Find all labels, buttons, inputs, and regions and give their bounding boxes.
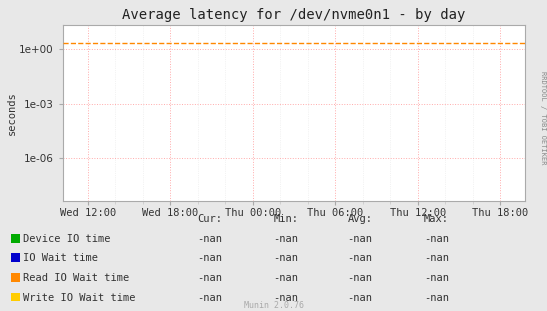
Text: Munin 2.0.76: Munin 2.0.76 — [243, 301, 304, 310]
Text: -nan: -nan — [424, 293, 449, 303]
Y-axis label: seconds: seconds — [7, 91, 16, 135]
Text: Cur:: Cur: — [197, 214, 222, 224]
Text: -nan: -nan — [197, 253, 222, 263]
Text: IO Wait time: IO Wait time — [23, 253, 98, 263]
Text: -nan: -nan — [197, 273, 222, 283]
Title: Average latency for /dev/nvme0n1 - by day: Average latency for /dev/nvme0n1 - by da… — [123, 8, 465, 22]
Text: -nan: -nan — [274, 273, 299, 283]
Text: -nan: -nan — [347, 293, 373, 303]
Text: -nan: -nan — [424, 253, 449, 263]
Text: Read IO Wait time: Read IO Wait time — [23, 273, 129, 283]
Text: -nan: -nan — [347, 253, 373, 263]
Text: Min:: Min: — [274, 214, 299, 224]
Text: Max:: Max: — [424, 214, 449, 224]
Text: -nan: -nan — [197, 234, 222, 244]
Text: Write IO Wait time: Write IO Wait time — [23, 293, 136, 303]
Text: -nan: -nan — [347, 234, 373, 244]
Text: RRDTOOL / TOBI OETIKER: RRDTOOL / TOBI OETIKER — [540, 72, 546, 165]
Text: -nan: -nan — [424, 273, 449, 283]
Text: -nan: -nan — [274, 234, 299, 244]
Text: -nan: -nan — [197, 293, 222, 303]
Text: -nan: -nan — [424, 234, 449, 244]
Text: Avg:: Avg: — [347, 214, 373, 224]
Text: Device IO time: Device IO time — [23, 234, 110, 244]
Text: -nan: -nan — [274, 253, 299, 263]
Text: -nan: -nan — [347, 273, 373, 283]
Text: -nan: -nan — [274, 293, 299, 303]
